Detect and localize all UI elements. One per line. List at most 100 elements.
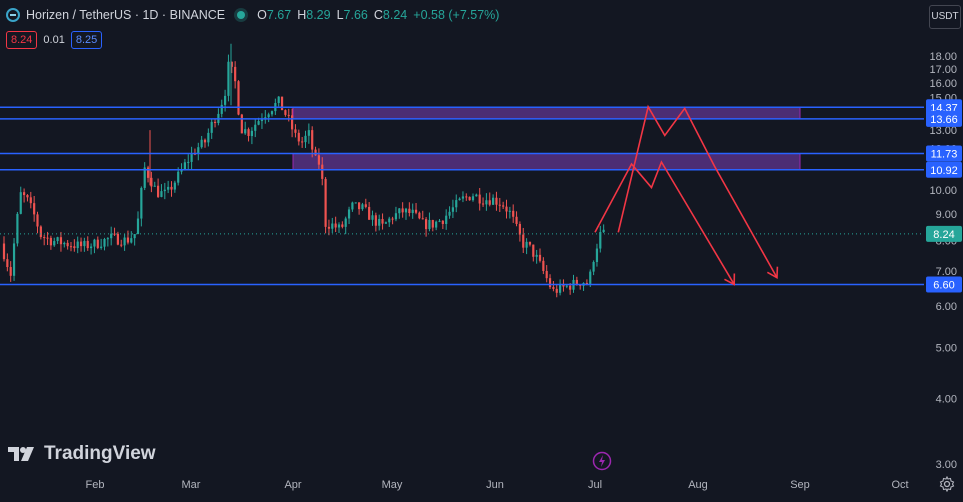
candle-body (538, 254, 542, 261)
low-label: L (336, 8, 344, 22)
candle-body (552, 287, 555, 289)
candle-body (284, 110, 287, 115)
candle-body (76, 241, 79, 249)
candle-body (304, 135, 307, 143)
level-price-label: 13.66 (930, 114, 958, 126)
candle-body (301, 141, 304, 143)
candle-body (136, 218, 140, 235)
open-value: 7.67 (266, 8, 292, 22)
candle-body (532, 244, 535, 257)
candle-body (528, 241, 532, 245)
candle-body (12, 243, 16, 276)
candle-body (327, 226, 331, 229)
market-status-icon[interactable] (237, 11, 246, 19)
candle-body (110, 233, 113, 239)
candle-body (555, 288, 558, 293)
candle-body (334, 223, 337, 228)
candle-body (133, 234, 136, 239)
candle-body (311, 130, 314, 150)
candle-body (200, 139, 203, 148)
candle-body (227, 61, 230, 96)
candle-body (361, 204, 364, 210)
lightning-icon[interactable] (592, 451, 612, 471)
candle-body (481, 203, 485, 205)
candle-body (16, 213, 19, 244)
horizen-logo-icon (6, 8, 20, 22)
candle-body (478, 194, 481, 204)
candle-body (321, 164, 324, 179)
candle-body (465, 196, 468, 198)
price-tick: 4.00 (936, 393, 957, 405)
current-price-label-bg (926, 225, 962, 242)
currency-button[interactable]: USDT (929, 5, 961, 29)
candle-body (244, 129, 247, 134)
candle-body (120, 244, 123, 246)
candle-body (589, 271, 592, 285)
candle-body (106, 238, 109, 240)
candle-body (602, 229, 605, 233)
candle-body (498, 204, 501, 206)
projection-path (594, 160, 735, 285)
candle-body (351, 202, 354, 210)
candle-body (69, 246, 73, 248)
time-tick: Apr (284, 479, 301, 491)
candle-body (317, 155, 320, 165)
candle-body (260, 119, 264, 122)
candle-body (39, 226, 42, 238)
candle-body (280, 96, 284, 111)
candle-body (86, 240, 89, 249)
buy-button[interactable]: 8.25 (70, 31, 103, 49)
candle-body (522, 234, 525, 248)
symbol-title[interactable]: Horizen / TetherUS · 1D · BINANCE (26, 8, 226, 22)
candle-body (26, 195, 29, 198)
time-tick: Aug (688, 479, 708, 491)
level-price-label-bg (926, 145, 962, 162)
candle-body (230, 61, 233, 67)
candle-body (404, 208, 408, 213)
projection-arrowhead (766, 266, 779, 279)
high-value: 8.29 (306, 8, 331, 22)
candle-body (495, 197, 498, 205)
candle-body (157, 185, 160, 197)
candle-body (461, 196, 465, 199)
candle-body (247, 129, 250, 137)
candle-body (364, 204, 367, 207)
candle-body (579, 284, 582, 286)
candle-body (455, 200, 458, 208)
candle-body (43, 237, 46, 239)
symbol-header: Horizen / TetherUS · 1D · BINANCE O7.67 … (6, 6, 499, 24)
candle-body (512, 210, 515, 217)
sell-button[interactable]: 8.24 (6, 31, 38, 49)
current-price-label: 8.24 (933, 229, 954, 241)
candle-body (130, 238, 133, 243)
settings-gear-icon[interactable] (939, 476, 955, 492)
candle-body (535, 254, 538, 257)
candle-body (388, 218, 391, 223)
candle-body (381, 218, 384, 224)
candle-body (294, 129, 297, 133)
level-price-label: 11.73 (931, 149, 958, 161)
candle-body (341, 224, 344, 227)
candle-body (428, 220, 431, 230)
candle-body (331, 223, 334, 229)
candle-body (29, 197, 32, 204)
candle-body (9, 267, 12, 276)
candle-body (368, 206, 371, 220)
candle-body (163, 189, 166, 192)
candle-body (324, 178, 327, 227)
change-value: +0.58 (+7.57%) (413, 8, 500, 22)
time-tick: Jul (588, 479, 602, 491)
candle-body (93, 239, 96, 247)
candle-body (414, 209, 418, 213)
time-tick: Feb (86, 479, 105, 491)
candle-body (173, 182, 176, 190)
level-price-label-bg (926, 110, 962, 127)
candle-body (438, 220, 441, 222)
candle-body (475, 194, 478, 197)
candle-body (146, 167, 150, 178)
level-price-label: 6.60 (933, 279, 954, 291)
candle-body (2, 243, 6, 260)
candle-body (291, 115, 294, 130)
candle-body (143, 167, 146, 188)
